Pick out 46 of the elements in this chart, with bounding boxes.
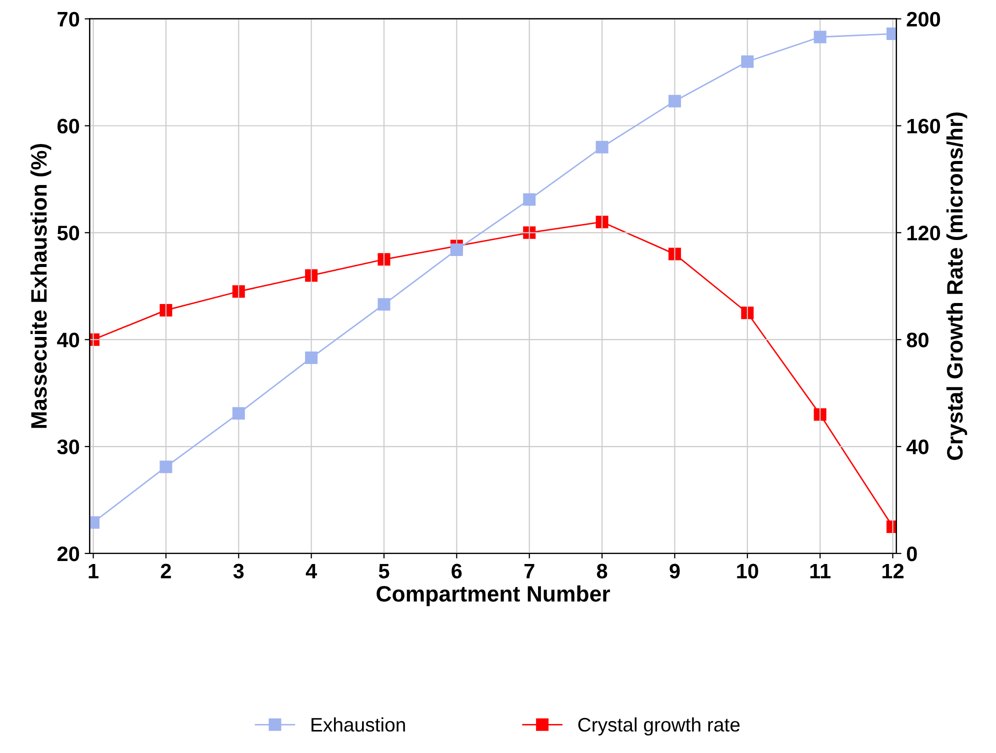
x-tick-label: 11 [810,564,831,578]
point [741,306,754,320]
y-axis-title: Massecuite Exhaustion (%) [30,144,52,428]
y2-tick-label: 0 [906,546,917,562]
y2-tick-label: 120 [907,226,940,240]
y-tick-label: 40 [57,332,80,348]
point [305,352,318,364]
point [814,408,826,421]
y2-tick-label: 160 [907,118,940,134]
x-tick-label: 5 [378,564,390,578]
x-tick-label: 3 [233,564,244,579]
point [668,94,681,108]
y-tick-label: 50 [57,226,80,240]
x-tick-label: 2 [160,564,171,578]
point [160,460,172,474]
point [596,216,608,228]
point [232,285,245,298]
legend-label: Exhaustion [312,717,405,732]
point [378,253,390,266]
y2-tick-label: 200 [906,12,940,27]
y-tick-label: 60 [58,118,80,134]
y2-axis-title: Crystal Growth Rate (microns/hr) [946,112,968,460]
x-tick-label: 1 [88,564,98,578]
point [523,193,536,206]
x-tick-label: 10 [737,564,758,578]
x-tick-label: 12 [882,564,904,578]
y-tick-label: 20 [57,546,80,562]
point [160,304,172,316]
legend-label: Crystal growth rate [578,717,740,736]
x-axis-title: Compartment Number [376,585,610,606]
y-tick-label: 30 [57,440,80,454]
x-tick-label: 7 [524,564,534,578]
point [450,244,463,256]
x-tick-label: 8 [596,564,608,578]
point [232,407,245,420]
point [814,30,826,44]
point [378,298,390,311]
y2-tick-label: 80 [906,332,928,348]
x-tick-label: 6 [452,564,462,578]
point [596,140,608,154]
x-tick-label: 4 [306,564,317,578]
y-tick-label: 70 [58,12,80,27]
point [305,269,318,282]
point [741,55,754,68]
x-tick-label: 9 [670,564,680,578]
y2-tick-label: 40 [906,440,928,454]
